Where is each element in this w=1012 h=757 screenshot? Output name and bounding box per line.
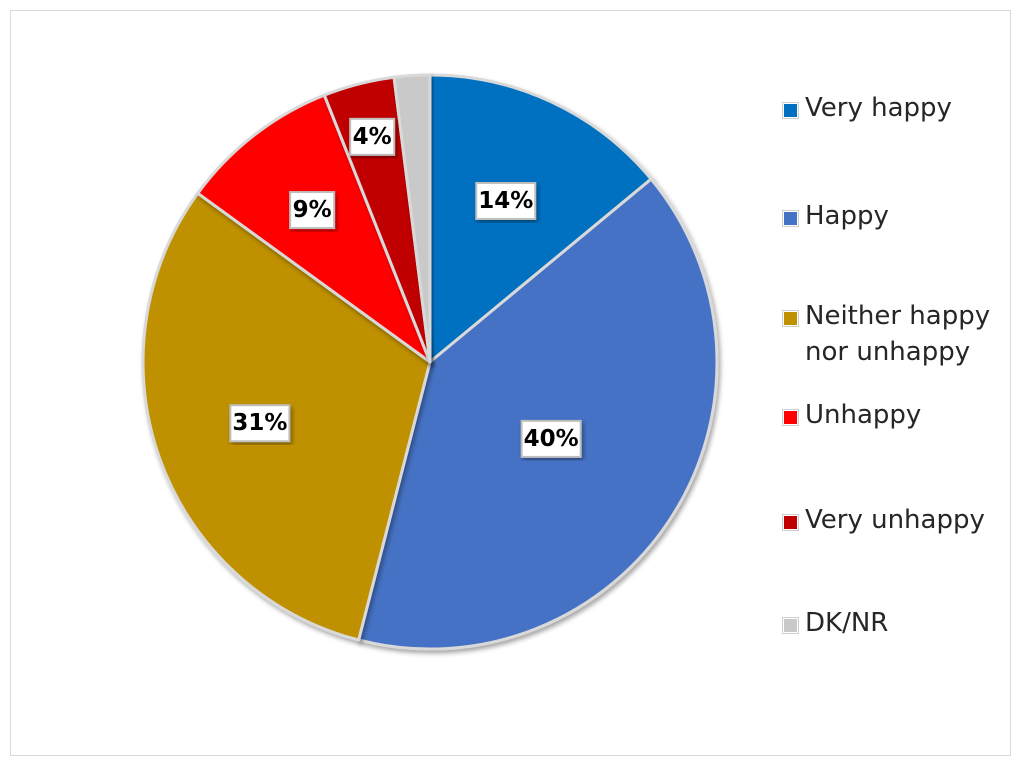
legend-item-very-happy: Very happy xyxy=(783,90,1005,126)
data-label: 4% xyxy=(349,117,396,156)
legend-swatch xyxy=(783,618,798,633)
legend-item-dk-nr: DK/NR xyxy=(783,605,1005,641)
legend-label: Very unhappy xyxy=(805,505,985,535)
legend-swatch xyxy=(783,211,798,226)
legend-swatch xyxy=(783,515,798,530)
data-label: 31% xyxy=(229,404,291,443)
data-label-box xyxy=(289,191,336,230)
data-label: 40% xyxy=(520,419,582,458)
data-label: 9% xyxy=(289,191,336,230)
data-label: 14% xyxy=(475,181,537,220)
legend-item-happy: Happy xyxy=(783,198,1005,234)
legend-label: Very happy xyxy=(805,93,952,123)
data-label-text: 4% xyxy=(353,124,392,150)
data-label-box xyxy=(475,181,537,220)
legend-item-unhappy: Unhappy xyxy=(783,397,1005,433)
legend-swatch xyxy=(783,311,798,326)
pie-slice-very-happy xyxy=(428,73,653,364)
legend-item-very-unhappy: Very unhappy xyxy=(783,502,1005,538)
legend-label: Unhappy xyxy=(805,400,922,430)
data-label-text: 9% xyxy=(293,197,332,223)
pie-slices xyxy=(141,73,719,651)
pie-slice-happy xyxy=(357,177,719,651)
legend-swatch xyxy=(783,410,798,425)
data-label-box xyxy=(520,419,582,458)
legend-item-neither: Neither happy nor unhappy xyxy=(783,298,1005,370)
pie-data-labels: 14% 40% 31% 9% 4% xyxy=(229,117,582,458)
legend-swatch xyxy=(783,103,798,118)
legend-label: Happy xyxy=(805,201,889,231)
data-label-text: 31% xyxy=(232,410,287,436)
data-label-box xyxy=(229,404,291,443)
legend-label: DK/NR xyxy=(805,608,889,638)
data-label-text: 14% xyxy=(478,188,533,214)
data-label-box xyxy=(349,117,396,156)
pie-slice-dk-nr xyxy=(392,73,432,364)
legend-label: Neither happy nor unhappy xyxy=(805,301,991,367)
data-label-text: 40% xyxy=(524,426,579,452)
